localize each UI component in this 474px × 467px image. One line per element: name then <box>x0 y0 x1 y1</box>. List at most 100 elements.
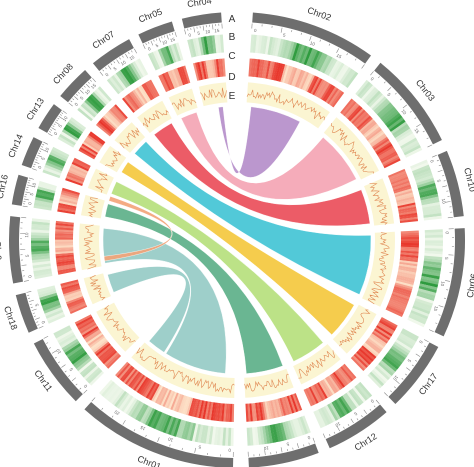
tick-mark <box>280 447 283 453</box>
heat-bin <box>139 85 152 102</box>
tick-label: 0 <box>306 435 311 441</box>
heat-bin <box>55 243 74 246</box>
tick-label: 0 <box>147 46 152 52</box>
heat-bin <box>340 366 354 382</box>
chromosome-label-chr12: Chr12 <box>353 431 379 453</box>
tick-label: 10 <box>44 146 51 153</box>
heat-bin <box>192 398 199 417</box>
heat-bin <box>141 379 154 397</box>
chromosome-label-chr10: Chr10 <box>462 167 474 193</box>
heat-bin <box>56 261 75 267</box>
density-bin <box>227 427 232 446</box>
tick-mark <box>328 43 331 46</box>
heat-bin <box>85 330 102 343</box>
tick-mark <box>101 407 104 410</box>
density-bin <box>416 177 435 186</box>
tick-mark <box>83 389 88 394</box>
density-bin <box>423 263 442 269</box>
tick-label: 0 <box>83 383 89 389</box>
heat-bin <box>291 68 300 86</box>
tick-mark <box>174 31 177 37</box>
ideogram-chr06 <box>434 228 465 337</box>
tick-label: 10 <box>161 39 168 46</box>
tick-label: 0 <box>369 398 375 404</box>
density-bin <box>31 218 51 223</box>
density-bin <box>289 419 298 438</box>
tick-mark <box>161 36 163 39</box>
heat-bin <box>211 59 217 78</box>
density-bin <box>99 379 114 395</box>
heat-bin <box>98 120 114 134</box>
density-bin <box>331 401 343 419</box>
heat-bin <box>292 393 301 412</box>
density-bin <box>49 151 68 162</box>
density-bin <box>374 366 390 381</box>
density-bin <box>383 356 399 370</box>
heat-bin <box>160 388 170 407</box>
heat-bin <box>69 165 88 175</box>
heat-bin <box>312 78 323 96</box>
heat-bin <box>65 294 83 303</box>
heat-bin <box>337 368 351 385</box>
heat-bin <box>313 79 325 97</box>
density-bin <box>82 101 98 116</box>
density-bin <box>394 128 412 141</box>
tick-mark <box>29 303 32 305</box>
density-bin <box>72 353 89 367</box>
heat-bin <box>266 400 272 420</box>
density-bin <box>111 389 125 406</box>
heat-bin <box>112 105 127 121</box>
density-bin <box>296 44 306 63</box>
tick-mark <box>62 110 67 114</box>
tick-mark <box>445 280 451 282</box>
tick-mark <box>56 119 59 122</box>
heat-bin <box>78 148 96 160</box>
density-bin <box>424 232 443 236</box>
heat-bin <box>214 402 220 421</box>
tick-mark <box>27 184 33 187</box>
density-bin <box>79 361 96 376</box>
heat-bin <box>160 74 170 92</box>
density-bin <box>127 64 140 81</box>
tick-mark <box>58 115 64 120</box>
heat-bin <box>369 334 386 348</box>
heat-bin <box>58 202 77 209</box>
tick-mark <box>184 29 187 35</box>
heat-bin <box>170 392 179 411</box>
density-bin <box>88 95 103 111</box>
heat-bin <box>98 346 114 360</box>
density-bin <box>422 204 441 211</box>
tick-mark <box>77 91 80 94</box>
tick-label: 0 <box>37 165 43 170</box>
density-bin <box>50 149 69 160</box>
heat-bin <box>176 394 184 413</box>
heat-bin <box>134 375 147 392</box>
density-bin <box>393 341 411 354</box>
tick-mark <box>61 112 64 114</box>
heat-bin <box>184 396 192 415</box>
heat-bin <box>116 363 131 379</box>
tick-mark <box>92 77 96 83</box>
density-bin <box>400 330 418 342</box>
density-bin <box>403 144 422 156</box>
density-bin <box>378 104 395 119</box>
heat-bin <box>353 353 368 369</box>
density-bin <box>69 349 86 363</box>
chromosome-label-chr02: Chr02 <box>306 5 332 23</box>
heat-bin <box>356 115 372 130</box>
heat-bin <box>84 138 102 150</box>
heat-bin <box>382 156 400 167</box>
density-bin <box>411 307 430 317</box>
tick-mark <box>169 33 171 36</box>
density-bin <box>68 119 85 133</box>
ideogram-chr01 <box>84 402 234 467</box>
heat-bin <box>177 67 186 86</box>
density-bin <box>84 99 100 114</box>
line-track-bg <box>131 342 235 398</box>
density-bin <box>421 275 440 283</box>
heat-bin <box>63 290 82 299</box>
heat-bin <box>398 210 417 216</box>
gc-line <box>246 89 325 121</box>
tick-mark <box>356 418 359 421</box>
